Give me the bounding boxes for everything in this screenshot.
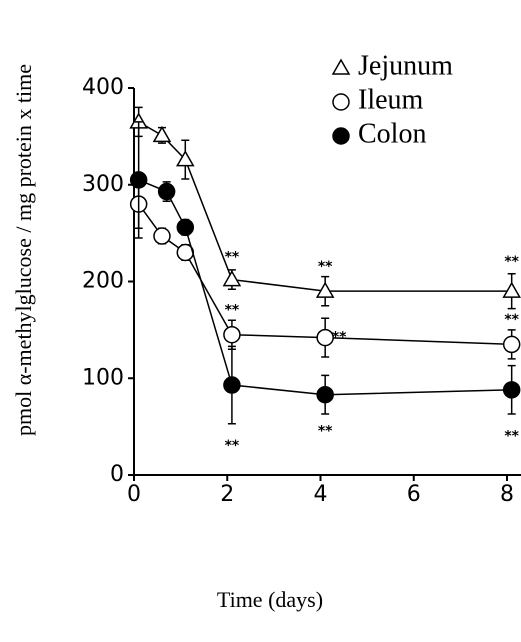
legend-label: Jejunum — [358, 50, 453, 81]
annotation: ** — [225, 303, 240, 319]
marker — [223, 376, 241, 394]
y-tick-label: 300 — [82, 172, 124, 197]
marker — [152, 125, 172, 143]
y-axis-label: pmol α-methylglucose / mg protein x time — [11, 64, 36, 436]
x-tick-label: 0 — [127, 482, 141, 507]
x-axis-label: Time (days) — [217, 587, 323, 612]
marker — [332, 93, 350, 111]
annotation: ** — [318, 259, 333, 275]
annotation: ** — [504, 428, 519, 444]
marker — [315, 281, 335, 298]
marker — [316, 328, 334, 347]
marker — [331, 58, 351, 75]
marker — [332, 127, 350, 145]
annotation: ** — [225, 249, 240, 265]
annotation: ** — [332, 330, 347, 346]
annotation: ** — [504, 312, 519, 328]
marker — [129, 171, 148, 189]
y-tick-label: 400 — [82, 75, 124, 100]
annotation: ** — [504, 254, 519, 270]
marker — [222, 270, 242, 287]
marker — [502, 281, 521, 298]
annotation: ** — [225, 438, 240, 454]
x-tick-label: 2 — [220, 482, 234, 507]
y-tick-label: 100 — [82, 365, 124, 390]
x-tick-label: 8 — [500, 482, 514, 507]
legend-label: Colon — [358, 118, 426, 149]
x-tick-label: 6 — [407, 482, 421, 507]
marker — [153, 227, 171, 245]
legend-label: Ileum — [358, 84, 424, 115]
marker — [502, 335, 521, 354]
marker — [157, 182, 176, 201]
marker — [176, 218, 195, 237]
x-tick-label: 4 — [314, 482, 328, 507]
y-tick-label: 0 — [110, 462, 124, 487]
marker — [175, 150, 195, 167]
annotation: ** — [318, 423, 333, 439]
marker — [502, 381, 521, 399]
marker — [223, 325, 241, 344]
y-tick-label: 200 — [82, 269, 124, 294]
marker — [316, 385, 334, 404]
